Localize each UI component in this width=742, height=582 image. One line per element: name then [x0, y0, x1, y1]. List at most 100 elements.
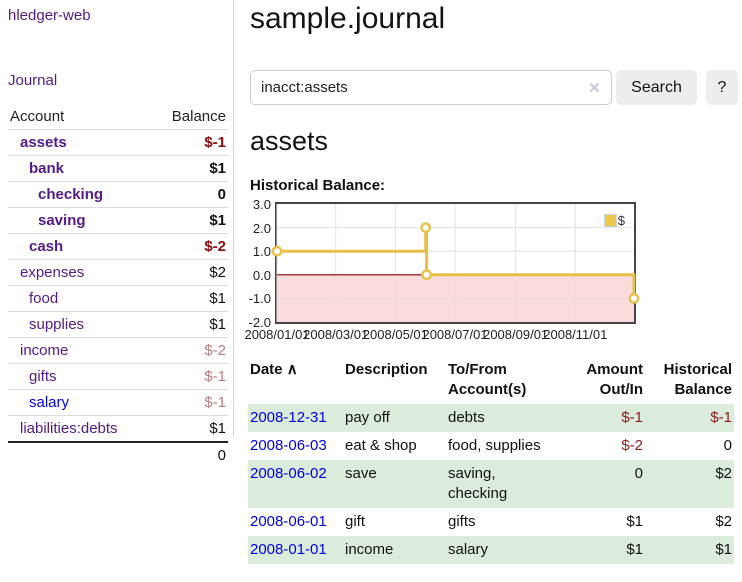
accounts-col-account: Account	[8, 104, 153, 130]
search-input[interactable]	[250, 70, 612, 105]
transaction-description: pay off	[343, 404, 446, 432]
transaction-balance: $2	[715, 513, 732, 530]
transaction-balance: $1	[715, 541, 732, 558]
help-button[interactable]: ?	[706, 70, 738, 105]
account-balance: $2	[209, 264, 226, 281]
chart-canvas	[271, 204, 640, 322]
account-row: food $1	[8, 285, 228, 312]
legend-label: $	[617, 213, 625, 228]
account-balance: $-1	[204, 368, 226, 385]
account-balance: $1	[209, 420, 226, 437]
account-row: supplies $1	[8, 311, 228, 338]
x-tick-label: 2008/03/01	[303, 327, 369, 342]
accounts-header-row: Account Balance	[8, 104, 228, 130]
register-col-date[interactable]: Date ∧	[250, 361, 298, 378]
y-tick-label: 2.0	[252, 220, 271, 236]
register-col-accounts: To/From Account(s)	[448, 361, 527, 398]
account-row: saving $1	[8, 207, 228, 234]
balance-chart: $	[271, 202, 640, 324]
account-balance: $-1	[204, 394, 226, 411]
transaction-balance: $-1	[710, 409, 732, 426]
app-brand-link[interactable]: hledger-web	[8, 7, 91, 24]
account-link[interactable]: income	[20, 342, 69, 359]
transaction-description: eat & shop	[345, 437, 417, 454]
y-tick-label: 3.0	[252, 197, 271, 212]
accounts-total-value: 0	[152, 441, 228, 468]
register-table: Date ∧ Description To/From Account(s) Am…	[248, 358, 734, 564]
page-title: sample.journal	[250, 2, 446, 35]
account-row: checking 0	[8, 181, 228, 208]
account-row: income $-2	[8, 337, 228, 364]
transaction-amount: $-1	[621, 409, 643, 426]
transaction-row: 2008-12-31 pay off debts $-1 $-1	[248, 404, 734, 432]
transaction-date-link[interactable]: 2008-06-03	[250, 437, 327, 454]
account-balance: $1	[209, 212, 226, 229]
y-tick-label: 0.0	[252, 267, 271, 283]
account-link[interactable]: expenses	[20, 264, 85, 281]
register-header-row: Date ∧ Description To/From Account(s) Am…	[248, 358, 734, 404]
transaction-amount: $1	[626, 513, 643, 530]
chart-title: Historical Balance:	[250, 177, 386, 194]
account-link[interactable]: salary	[29, 394, 70, 411]
transaction-accounts: gifts	[448, 513, 476, 530]
x-tick-label: 2008/09/01	[483, 327, 549, 342]
transaction-row: 2008-06-02 save saving, checking 0 $2	[248, 460, 734, 508]
sort-ascending-icon: ∧	[286, 361, 298, 378]
transaction-row: 2008-01-01 income salary $1 $1	[248, 536, 734, 564]
clear-search-icon[interactable]: ✕	[588, 80, 601, 97]
search-button[interactable]: Search	[616, 70, 697, 105]
account-balance: $-1	[204, 134, 226, 151]
register-col-balance: Historical Balance	[663, 361, 732, 398]
x-tick-label: 2008/11/01	[543, 327, 608, 342]
account-link[interactable]: assets	[20, 134, 67, 151]
account-row: assets $-1	[8, 129, 228, 156]
x-tick-label: 2008/07/01	[422, 327, 488, 342]
sidebar-divider	[233, 0, 234, 437]
y-tick-label: -2.0	[248, 315, 271, 330]
account-balance: $-2	[204, 238, 226, 255]
account-link[interactable]: bank	[29, 160, 65, 177]
transaction-accounts: food, supplies	[448, 437, 541, 454]
account-link[interactable]: cash	[29, 238, 64, 255]
account-link[interactable]: saving	[38, 212, 86, 229]
account-row: salary $-1	[8, 389, 228, 416]
account-link[interactable]: gifts	[29, 368, 57, 385]
account-row: cash $-2	[8, 233, 228, 260]
transaction-accounts: saving, checking	[446, 460, 568, 508]
transaction-date-link[interactable]: 2008-06-02	[250, 465, 327, 482]
transaction-amount: 0	[634, 465, 643, 482]
transaction-balance: 0	[723, 437, 732, 454]
account-link[interactable]: supplies	[29, 316, 85, 333]
transaction-date-link[interactable]: 2008-01-01	[250, 541, 327, 558]
x-tick-label: 2008/01/01	[244, 327, 310, 342]
account-row: gifts $-1	[8, 363, 228, 390]
account-heading: assets	[250, 126, 329, 156]
register-col-amount: Amount Out/In	[586, 361, 643, 398]
sidebar-item-journal[interactable]: Journal	[8, 72, 58, 89]
accounts-total-row: 0	[8, 441, 228, 468]
transaction-description: gift	[345, 513, 366, 530]
transaction-amount: $-2	[621, 437, 643, 454]
y-tick-label: 1.0	[252, 244, 271, 260]
y-tick-label: -1.0	[248, 291, 271, 307]
transaction-row: 2008-06-03 eat & shop food, supplies $-2…	[248, 432, 734, 460]
transaction-accounts: salary	[446, 536, 568, 564]
transaction-description: income	[343, 536, 446, 564]
account-balance: $1	[209, 316, 226, 333]
transaction-date-link[interactable]: 2008-06-01	[250, 513, 327, 530]
transaction-date-link[interactable]: 2008-12-31	[250, 409, 327, 426]
account-link[interactable]: food	[29, 290, 59, 307]
chart-legend: $	[603, 213, 625, 228]
transaction-balance: $2	[715, 465, 732, 482]
account-row: liabilities:debts $1	[8, 415, 228, 443]
account-link[interactable]: liabilities:debts	[20, 420, 118, 437]
account-link[interactable]: checking	[38, 186, 104, 203]
transaction-amount: $1	[626, 541, 643, 558]
transaction-row: 2008-06-01 gift gifts $1 $2	[248, 508, 734, 536]
accounts-col-balance: Balance	[152, 104, 228, 130]
account-row: expenses $2	[8, 259, 228, 286]
account-row: bank $1	[8, 155, 228, 182]
transaction-description: save	[343, 460, 446, 508]
account-balance: $-2	[204, 342, 226, 359]
x-tick-label: 2008/05/01	[362, 327, 428, 342]
